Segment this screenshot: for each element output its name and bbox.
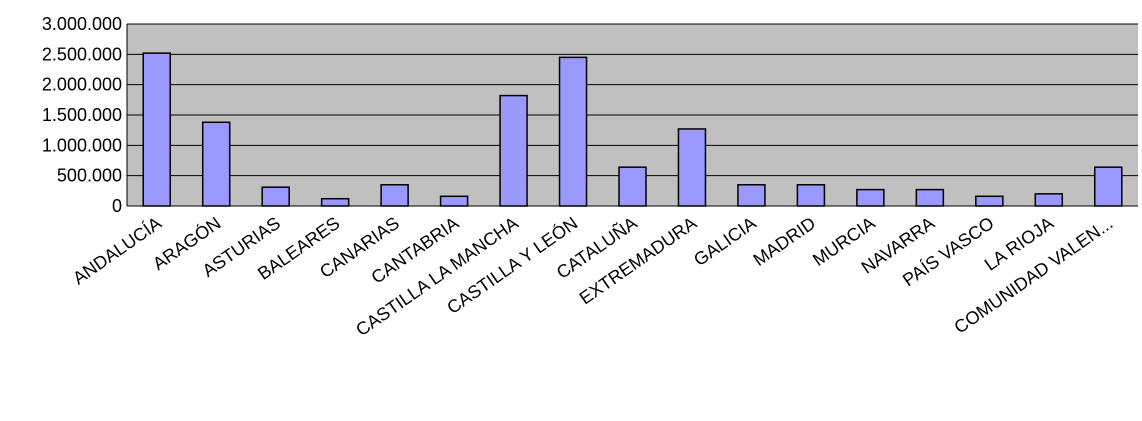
- bar: [320, 197, 350, 207]
- bar: [142, 52, 171, 207]
- bar: [737, 184, 766, 207]
- bars: [142, 52, 1123, 207]
- bar: [1094, 166, 1123, 207]
- bar: [439, 195, 469, 207]
- y-axis-tick-labels: 0 500.000 1.000.000 1.500.000 2.000.000 2.500…: [42, 14, 122, 216]
- bar: [558, 56, 588, 207]
- bar: [856, 188, 885, 207]
- bar: [380, 184, 409, 207]
- y-tick-label: 3.000.000: [42, 14, 122, 34]
- bar: [201, 121, 231, 207]
- y-tick-label: 2.500.000: [42, 44, 122, 64]
- x-tick-label: ANDALUCÍA: [69, 213, 165, 288]
- bar: [1034, 193, 1064, 207]
- y-tick-label: 500.000: [57, 166, 122, 186]
- bar: [975, 195, 1004, 207]
- x-tick-label: GALICIA: [690, 213, 760, 270]
- bar: [677, 128, 707, 207]
- y-tick-label: 1.500.000: [42, 105, 122, 125]
- bar: [261, 186, 290, 207]
- bar: [796, 184, 826, 207]
- gridlines: [127, 23, 1138, 177]
- y-tick-label: 2.000.000: [42, 75, 122, 95]
- x-tick-label: MADRID: [750, 213, 820, 270]
- y-tick-label: 0: [112, 196, 122, 216]
- y-tick-label: 1.000.000: [42, 135, 122, 155]
- x-axis-tick-labels: ANDALUCÍAARAGÓNASTURIASBALEARESCANARIASC…: [69, 212, 1116, 340]
- bar: [618, 166, 647, 207]
- bar: [499, 94, 528, 207]
- bar: [915, 188, 945, 207]
